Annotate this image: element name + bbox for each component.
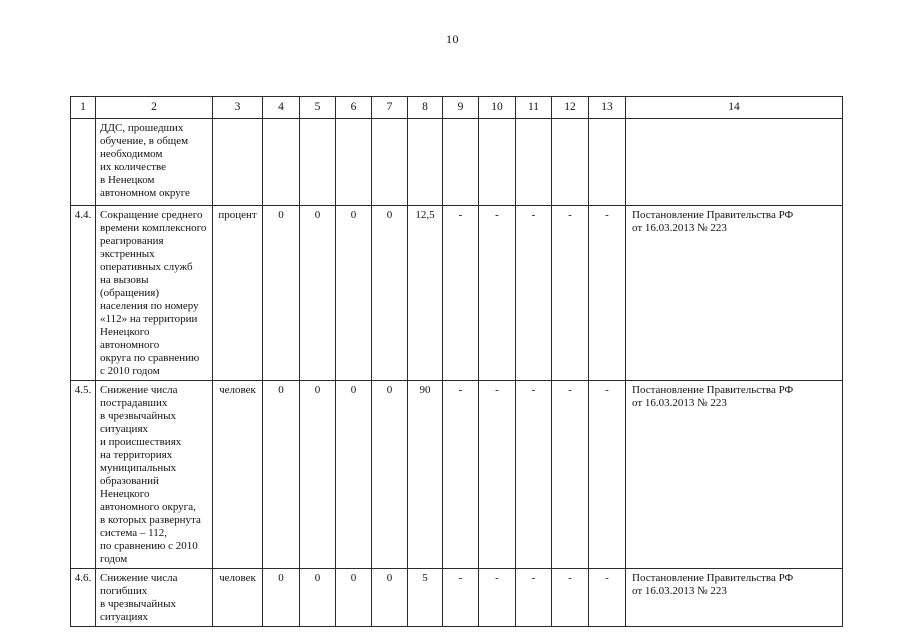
unit-cell: человек <box>212 568 263 627</box>
indicator-name-cell: ДДС, прошедших обучение, в общем необход… <box>95 118 213 206</box>
value-cell: 12,5 <box>407 205 443 381</box>
row-number-cell: 4.6. <box>70 568 96 627</box>
column-number-header: 4 <box>262 96 300 119</box>
value-cell: - <box>588 380 626 569</box>
value-cell: 0 <box>262 568 300 627</box>
table-row: 4.6. Снижение числа погибших в чрезвычайн… <box>70 568 843 627</box>
value-cell <box>299 118 336 206</box>
value-cell: 90 <box>407 380 443 569</box>
value-cell: 5 <box>407 568 443 627</box>
row-number-cell <box>70 118 96 206</box>
basis-cell: Постановление Правительства РФ от 16.03.… <box>625 380 843 569</box>
value-cell: 0 <box>299 568 336 627</box>
column-number-header: 5 <box>299 96 336 119</box>
value-cell: - <box>588 568 626 627</box>
value-cell: - <box>515 568 552 627</box>
value-cell: 0 <box>335 205 372 381</box>
column-number-header: 7 <box>371 96 408 119</box>
indicator-name-cell: Снижение числа пострадавших в чрезвычайн… <box>95 380 213 569</box>
indicator-name-cell: Сокращение среднего времени комплексного… <box>95 205 213 381</box>
value-cell <box>262 118 300 206</box>
value-cell <box>442 118 479 206</box>
value-cell: - <box>442 568 479 627</box>
value-cell: - <box>442 205 479 381</box>
value-cell: - <box>478 568 516 627</box>
value-cell: 0 <box>335 380 372 569</box>
value-cell <box>335 118 372 206</box>
value-cell: 0 <box>299 380 336 569</box>
value-cell: - <box>515 205 552 381</box>
value-cell: - <box>478 380 516 569</box>
column-number-header: 6 <box>335 96 372 119</box>
value-cell: - <box>588 205 626 381</box>
column-number-header: 14 <box>625 96 843 119</box>
value-cell <box>407 118 443 206</box>
column-number-header: 3 <box>212 96 263 119</box>
value-cell <box>515 118 552 206</box>
page-number: 10 <box>446 32 459 46</box>
indicators-table: 1 2 3 4 5 6 7 8 9 10 11 12 13 14 ДДС, прошедших обуче… <box>70 96 843 627</box>
column-number-header: 1 <box>70 96 96 119</box>
indicator-name-cell: Снижение числа погибших в чрезвычайных с… <box>95 568 213 627</box>
column-number-header: 9 <box>442 96 479 119</box>
column-number-header: 10 <box>478 96 516 119</box>
value-cell <box>551 118 589 206</box>
column-number-header: 11 <box>515 96 552 119</box>
value-cell <box>478 118 516 206</box>
value-cell: - <box>551 205 589 381</box>
basis-cell <box>625 118 843 206</box>
row-number-cell: 4.5. <box>70 380 96 569</box>
value-cell: - <box>551 568 589 627</box>
basis-cell: Постановление Правительства РФ от 16.03.… <box>625 205 843 381</box>
value-cell <box>588 118 626 206</box>
value-cell: 0 <box>371 568 408 627</box>
column-numbers-row: 1 2 3 4 5 6 7 8 9 10 11 12 13 14 <box>70 96 843 119</box>
value-cell: 0 <box>371 380 408 569</box>
value-cell: - <box>442 380 479 569</box>
value-cell: - <box>551 380 589 569</box>
value-cell: - <box>515 380 552 569</box>
unit-cell <box>212 118 263 206</box>
value-cell: - <box>478 205 516 381</box>
value-cell: 0 <box>262 205 300 381</box>
basis-cell: Постановление Правительства РФ от 16.03.… <box>625 568 843 627</box>
table-body: ДДС, прошедших обучение, в общем необход… <box>70 118 843 627</box>
column-number-header: 12 <box>551 96 589 119</box>
unit-cell: человек <box>212 380 263 569</box>
table-row: 4.5. Снижение числа пострадавших в чрезвы… <box>70 380 843 569</box>
value-cell: 0 <box>262 380 300 569</box>
value-cell: 0 <box>335 568 372 627</box>
column-number-header: 13 <box>588 96 626 119</box>
row-number-cell: 4.4. <box>70 205 96 381</box>
table-row: ДДС, прошедших обучение, в общем необход… <box>70 118 843 206</box>
value-cell: 0 <box>371 205 408 381</box>
value-cell: 0 <box>299 205 336 381</box>
table-row: 4.4. Сокращение среднего времени комплекс… <box>70 205 843 381</box>
unit-cell: процент <box>212 205 263 381</box>
column-number-header: 8 <box>407 96 443 119</box>
column-number-header: 2 <box>95 96 213 119</box>
value-cell <box>371 118 408 206</box>
